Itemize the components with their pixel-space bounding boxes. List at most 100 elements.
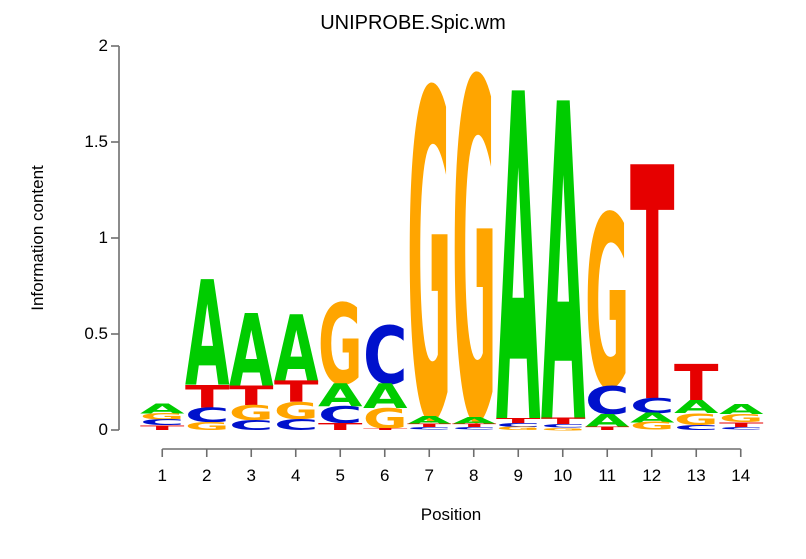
svg-text:T: T — [318, 421, 363, 432]
svg-text:C: C — [274, 416, 319, 433]
logo-letter-G: G — [407, 0, 452, 523]
svg-text:A: A — [229, 293, 274, 410]
logo-letter-T: T — [496, 417, 541, 425]
svg-text:A: A — [274, 297, 319, 403]
logo-letter-G: G — [363, 403, 408, 435]
y-tick-label-2: 2 — [98, 36, 108, 55]
svg-text:C: C — [719, 427, 764, 431]
svg-text:C: C — [630, 394, 675, 418]
logo-letter-A: A — [674, 396, 719, 417]
svg-text:G: G — [630, 420, 675, 432]
svg-text:G: G — [229, 401, 274, 425]
svg-text:G: G — [140, 412, 185, 422]
svg-text:G: G — [318, 282, 363, 411]
logo-letter-G: G — [719, 412, 764, 425]
svg-text:T: T — [185, 379, 230, 415]
logo-letter-T: T — [363, 428, 408, 431]
x-tick-label-1: 1 — [157, 466, 167, 485]
svg-text:G: G — [719, 412, 764, 425]
svg-text:A: A — [541, 13, 586, 521]
logo-letter-T: T — [318, 421, 363, 432]
logo-letter-A: A — [407, 414, 452, 427]
svg-text:A: A — [407, 414, 452, 427]
svg-text:C: C — [318, 401, 363, 428]
logo-letter-C: C — [229, 418, 274, 434]
logo-letter-G: G — [585, 167, 630, 442]
svg-text:A: A — [496, 0, 541, 524]
logo-letter-G: G — [318, 282, 363, 411]
svg-text:G: G — [185, 420, 230, 433]
logo-letter-G: G — [185, 420, 230, 433]
logo-letter-T: T — [674, 354, 719, 412]
svg-text:A: A — [363, 376, 408, 416]
logo-letter-A: A — [140, 401, 185, 416]
x-tick-label-10: 10 — [553, 466, 573, 485]
x-tick-label-7: 7 — [424, 466, 434, 485]
svg-text:G: G — [407, 0, 452, 523]
logo-letter-C: C — [541, 424, 586, 429]
svg-text:T: T — [363, 428, 408, 431]
svg-text:C: C — [407, 427, 452, 431]
svg-text:C: C — [585, 379, 630, 423]
svg-text:C: C — [185, 404, 230, 427]
svg-text:A: A — [452, 416, 497, 427]
x-tick-label-12: 12 — [642, 466, 662, 485]
logo-letter-C: C — [274, 416, 319, 433]
svg-text:T: T — [585, 426, 630, 431]
logo-letter-A: A — [496, 0, 541, 524]
logo-letter-C: C — [407, 427, 452, 431]
svg-text:A: A — [674, 396, 719, 417]
svg-text:G: G — [496, 426, 541, 431]
logo-letter-G: G — [541, 427, 586, 431]
logo-letter-T: T — [274, 376, 319, 409]
logo-letter-C: C — [452, 427, 497, 431]
x-tick-label-9: 9 — [513, 466, 523, 485]
svg-text:C: C — [541, 424, 586, 429]
svg-text:G: G — [363, 403, 408, 435]
svg-text:A: A — [185, 252, 230, 420]
svg-text:A: A — [630, 410, 675, 425]
svg-text:C: C — [496, 422, 541, 428]
y-tick-label-1: 1 — [98, 228, 108, 247]
svg-text:G: G — [541, 427, 586, 431]
svg-text:G: G — [674, 410, 719, 429]
x-tick-label-14: 14 — [731, 466, 751, 485]
logo-letter-C: C — [185, 404, 230, 427]
svg-text:A: A — [585, 410, 630, 431]
x-tick-label-8: 8 — [469, 466, 479, 485]
logo-letter-C: C — [630, 394, 675, 418]
x-tick-label-13: 13 — [686, 466, 706, 485]
x-tick-label-5: 5 — [335, 466, 345, 485]
x-axis-label: Position — [420, 505, 482, 524]
logo-letter-C: C — [363, 310, 408, 402]
y-tick-label-0.5: 0.5 — [84, 324, 108, 343]
svg-text:A: A — [318, 378, 363, 414]
x-tick-label-6: 6 — [380, 466, 390, 485]
svg-text:T: T — [496, 417, 541, 425]
svg-text:C: C — [452, 427, 497, 431]
logo-letter-T: T — [185, 379, 230, 415]
svg-text:C: C — [363, 310, 408, 402]
svg-text:C: C — [674, 424, 719, 432]
svg-text:T: T — [229, 381, 274, 412]
logo-letter-A: A — [274, 297, 319, 403]
svg-text:A: A — [719, 401, 764, 417]
svg-text:T: T — [541, 417, 586, 427]
logo-letter-A: A — [585, 410, 630, 431]
logo-letter-G: G — [140, 412, 185, 422]
logo-letter-A: A — [363, 376, 408, 416]
logo-letter-T: T — [541, 417, 586, 427]
x-tick-label-4: 4 — [291, 466, 301, 485]
